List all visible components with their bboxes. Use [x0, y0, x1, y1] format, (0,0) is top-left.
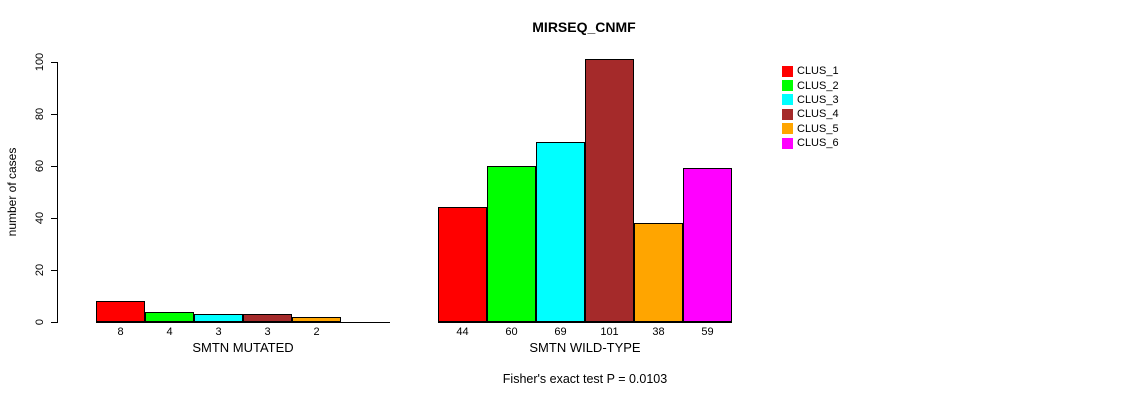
legend-item: CLUS_4	[782, 107, 839, 121]
legend-item: CLUS_6	[782, 136, 839, 150]
bar-value-label: 2	[313, 326, 320, 338]
legend-label: CLUS_2	[797, 79, 839, 92]
bar-clus-3	[536, 142, 585, 322]
bar-value-label: 38	[652, 326, 665, 338]
bar-value-label: 3	[215, 326, 222, 338]
bar-value-label: 59	[701, 326, 714, 338]
bar-clus-1	[96, 301, 145, 322]
legend-item: CLUS_2	[782, 78, 839, 92]
legend-swatch	[782, 108, 793, 120]
x-axis-group-label-wildtype: SMTN WILD-TYPE	[529, 340, 641, 355]
y-axis-tick-label: 80	[34, 107, 46, 120]
y-axis-label: number of cases	[5, 147, 19, 237]
x-axis-baseline	[96, 322, 390, 323]
legend-swatch	[782, 137, 793, 149]
bar-value-label: 60	[505, 326, 518, 338]
y-axis-line	[57, 61, 58, 323]
chart-title: MIRSEQ_CNMF	[532, 19, 636, 35]
legend-label: CLUS_3	[797, 93, 839, 106]
legend-label: CLUS_6	[797, 137, 839, 150]
bar-clus-5	[292, 316, 341, 322]
y-axis-tick	[51, 113, 57, 115]
legend-label: CLUS_4	[797, 108, 839, 121]
bar-value-label: 69	[554, 326, 567, 338]
y-axis-tick	[51, 217, 57, 219]
y-axis-tick	[51, 61, 57, 63]
legend-swatch	[782, 80, 793, 92]
bar-clus-4	[585, 58, 634, 322]
legend-swatch	[782, 65, 793, 77]
y-axis-tick-label: 100	[34, 52, 46, 71]
bar-value-label: 101	[600, 326, 619, 338]
legend-item: CLUS_1	[782, 64, 839, 78]
y-axis-tick	[51, 165, 57, 167]
bar-clus-1	[438, 207, 487, 322]
y-axis-tick-label: 60	[34, 159, 46, 172]
y-axis-tick-label: 20	[34, 263, 46, 277]
bar-value-label: 44	[456, 326, 469, 338]
legend-swatch	[782, 123, 793, 135]
legend: CLUS_1 CLUS_2 CLUS_3 CLUS_4 CLUS_5 CLUS_6	[782, 64, 839, 150]
y-axis-tick	[51, 322, 57, 323]
x-axis-group-label-mutated: SMTN MUTATED	[192, 340, 294, 355]
legend-item: CLUS_5	[782, 122, 839, 136]
bar-clus-2	[145, 311, 194, 322]
legend-swatch	[782, 94, 793, 106]
bar-value-label: 8	[117, 326, 124, 338]
y-axis-tick	[51, 269, 57, 271]
bar-value-label: 3	[264, 326, 271, 338]
y-axis-tick-label: 0	[34, 318, 46, 326]
legend-label: CLUS_1	[797, 65, 839, 78]
x-axis-baseline	[438, 322, 732, 323]
fisher-test-caption: Fisher's exact test P = 0.0103	[502, 372, 668, 386]
bar-clus-5	[634, 223, 683, 322]
legend-label: CLUS_5	[797, 122, 839, 135]
legend-item: CLUS_3	[782, 93, 839, 107]
bar-clus-6	[683, 168, 732, 322]
bar-clus-3	[194, 314, 243, 322]
bar-value-label: 4	[166, 326, 173, 338]
bar-clus-4	[243, 314, 292, 322]
bar-clus-2	[487, 165, 536, 322]
y-axis-tick-label: 40	[34, 211, 46, 224]
